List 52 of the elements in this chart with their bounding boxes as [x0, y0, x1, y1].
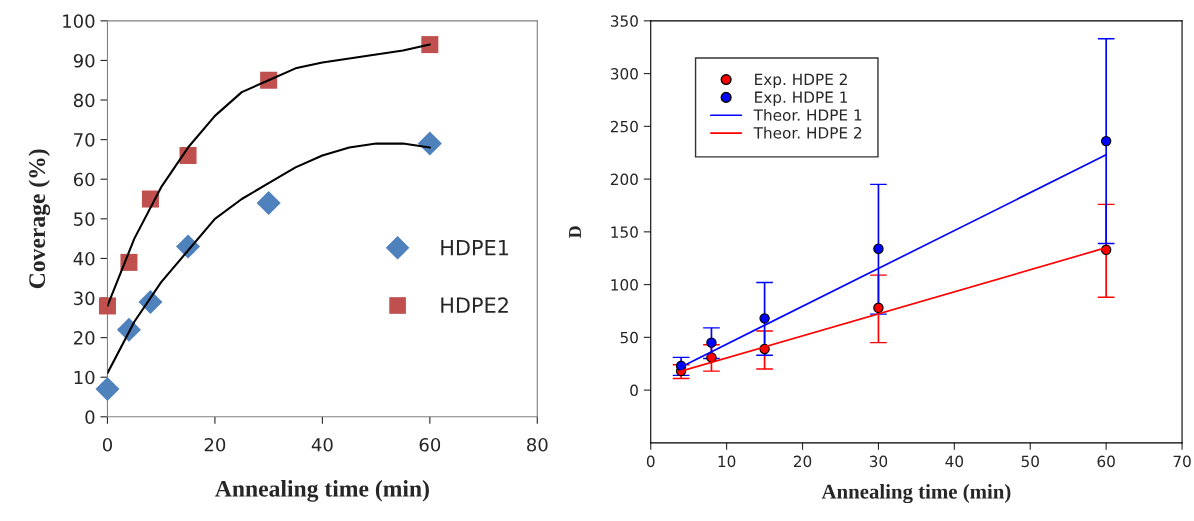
legend-label: HDPE2 — [441, 297, 508, 313]
point — [417, 131, 442, 156]
y-tick-label: 50 — [74, 212, 95, 226]
point — [1100, 135, 1112, 147]
point — [873, 243, 884, 254]
y-tick-label: 250 — [610, 120, 638, 133]
legend-label: HDPE1 — [441, 239, 509, 256]
point — [256, 190, 281, 216]
y-tick-label: 30 — [74, 291, 95, 306]
x-tick-label: 60 — [419, 437, 441, 452]
legend-label: Theor. HDPE 1 — [753, 108, 862, 121]
y-tick-label: 0 — [630, 384, 638, 397]
point — [873, 302, 884, 314]
point — [421, 36, 439, 54]
y-tick-label: 100 — [611, 279, 638, 291]
y-tick-label: 40 — [73, 251, 95, 266]
x-tick-label: 80 — [527, 437, 548, 452]
x-tick-label: 30 — [869, 455, 888, 468]
x-tick-label: 40 — [945, 455, 964, 468]
x-axis-title: Annealing time (min) — [821, 484, 1011, 504]
y-tick-label: 200 — [610, 173, 638, 186]
y-tick-label: 100 — [63, 14, 95, 28]
legend-label: Exp. HDPE 2 — [755, 73, 847, 89]
x-tick-label: 0 — [646, 455, 655, 468]
y-axis-title: D — [569, 226, 581, 239]
point — [706, 337, 717, 348]
x-tick-label: 20 — [793, 455, 812, 468]
x-tick-label: 50 — [1021, 455, 1039, 468]
y-tick-label: 60 — [73, 172, 95, 187]
x-tick-label: 0 — [102, 437, 112, 452]
y-tick-label: 150 — [611, 226, 638, 238]
legend-label: Theor. HDPE 2 — [753, 126, 862, 139]
y-tick-label: 70 — [74, 133, 95, 147]
y-tick-label: 80 — [73, 93, 95, 108]
point — [98, 297, 116, 315]
y-axis-title: Coverage (%) — [28, 149, 51, 289]
legend-label: Exp. HDPE 1 — [755, 91, 848, 106]
y-tick-label: 20 — [74, 331, 95, 345]
y-tick-label: 50 — [620, 331, 638, 344]
y-tick-label: 90 — [73, 53, 95, 68]
point — [759, 313, 770, 324]
y-tick-label: 0 — [85, 410, 95, 424]
x-tick-label: 10 — [718, 455, 736, 468]
x-tick-label: 20 — [204, 437, 226, 452]
point — [95, 377, 120, 402]
x-axis-title: Annealing time (min) — [215, 480, 429, 502]
y-tick-label: 350 — [610, 15, 638, 27]
x-tick-label: 70 — [1173, 455, 1191, 468]
x-tick-label: 60 — [1097, 455, 1115, 468]
x-tick-label: 40 — [311, 437, 333, 452]
y-tick-label: 10 — [74, 370, 95, 385]
y-tick-label: 300 — [610, 68, 638, 80]
